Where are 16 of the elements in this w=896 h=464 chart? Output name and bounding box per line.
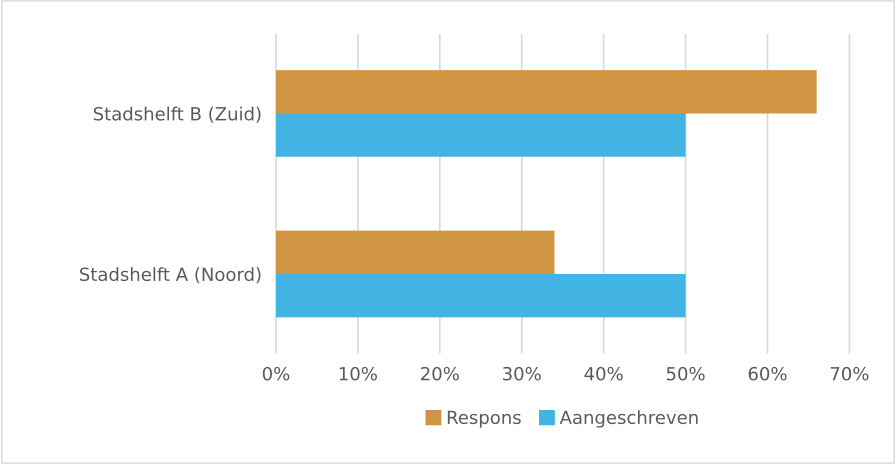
bar: [276, 113, 686, 157]
x-tick-label: 70%: [830, 366, 868, 381]
y-tick-label: Stadshelft B (Zuid): [94, 106, 261, 123]
y-tick-label: Stadshelft A (Noord): [80, 267, 261, 284]
x-tick-label: 60%: [748, 366, 787, 381]
bar: [276, 230, 554, 274]
legend-label: Aangeschreven: [560, 410, 698, 428]
bar: [276, 274, 686, 318]
legend-label: Respons: [448, 410, 521, 428]
x-tick-label: 40%: [584, 366, 623, 381]
x-tick-label: 20%: [421, 366, 459, 381]
x-tick-label: 10%: [340, 366, 377, 381]
x-tick-label: 30%: [503, 366, 541, 381]
x-tick-label: 50%: [666, 366, 705, 381]
x-tick-label: 0%: [262, 366, 290, 381]
bar: [276, 70, 817, 114]
